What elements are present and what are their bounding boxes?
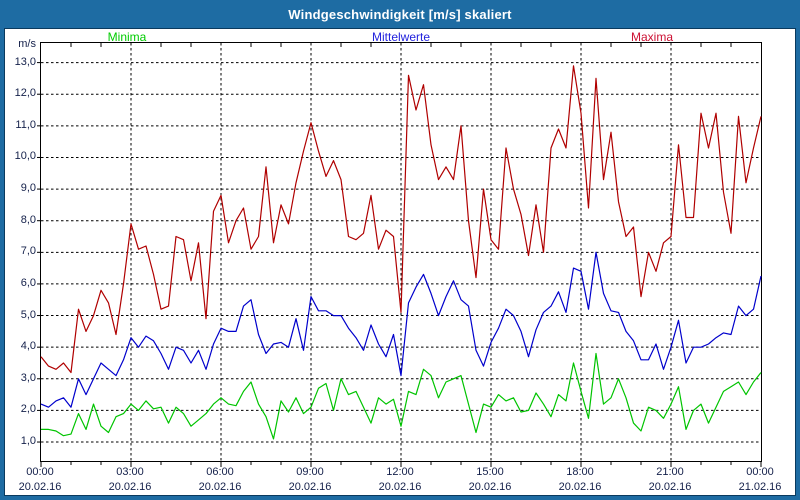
y-tick-label: 8,0 bbox=[20, 213, 36, 226]
series-line-minima bbox=[41, 352, 762, 440]
legend-item-mittelwerte: Mittelwerte bbox=[371, 30, 431, 44]
x-tick-date-label: 21.02.16 bbox=[738, 481, 782, 493]
x-tick-time-label: 00:00 bbox=[746, 466, 774, 478]
y-tick-label: 2,0 bbox=[20, 403, 36, 416]
legend-item-minima: Minima bbox=[107, 30, 147, 44]
chart-canvas bbox=[37, 43, 762, 467]
x-tick-date-label: 20.02.16 bbox=[558, 481, 602, 493]
x-tick-time-label: 21:00 bbox=[656, 466, 684, 478]
y-tick-label: 11,0 bbox=[15, 118, 36, 131]
x-tick-time-label: 18:00 bbox=[566, 466, 594, 478]
chart-plot-area bbox=[37, 42, 762, 467]
x-tick-date-label: 20.02.16 bbox=[288, 481, 332, 493]
x-tick-time-label: 09:00 bbox=[296, 466, 324, 478]
x-tick-time-label: 06:00 bbox=[206, 466, 234, 478]
x-tick-date-label: 20.02.16 bbox=[18, 481, 62, 493]
x-tick-date-label: 20.02.16 bbox=[108, 481, 152, 493]
x-tick-date-label: 20.02.16 bbox=[468, 481, 512, 493]
x-tick-time-label: 03:00 bbox=[116, 466, 144, 478]
y-tick-label: 5,0 bbox=[20, 308, 36, 321]
y-tick-label: 6,0 bbox=[20, 276, 36, 289]
y-tick-label: 10,0 bbox=[14, 150, 36, 163]
x-tick-date-label: 20.02.16 bbox=[378, 481, 422, 493]
y-tick-label: 9,0 bbox=[20, 182, 36, 195]
x-tick-time-label: 00:00 bbox=[26, 466, 54, 478]
series-line-maxima bbox=[40, 65, 762, 374]
y-tick-label: 13,0 bbox=[14, 55, 36, 68]
y-tick-label: 4,0 bbox=[20, 340, 36, 353]
series-line-mittelwerte bbox=[40, 251, 762, 408]
chart-panel: Minima Mittelwerte Maxima m/s 00:00 20.02… bbox=[4, 28, 796, 496]
x-tick-time-label: 15:00 bbox=[476, 466, 504, 478]
y-tick-label: 7,0 bbox=[20, 245, 36, 258]
y-tick-label: 3,0 bbox=[20, 371, 36, 384]
window-title: Windgeschwindigkeit [m/s] skaliert bbox=[288, 6, 512, 22]
y-tick-label: 1,0 bbox=[20, 435, 36, 448]
legend-item-maxima: Maxima bbox=[630, 30, 674, 44]
x-tick-date-label: 20.02.16 bbox=[648, 481, 692, 493]
x-tick-time-label: 12:00 bbox=[386, 466, 414, 478]
window-title-bar: Windgeschwindigkeit [m/s] skaliert bbox=[0, 0, 800, 28]
x-tick-date-label: 20.02.16 bbox=[198, 481, 242, 493]
y-tick-label: 12,0 bbox=[14, 87, 36, 100]
y-axis-unit-label: m/s bbox=[18, 38, 36, 50]
